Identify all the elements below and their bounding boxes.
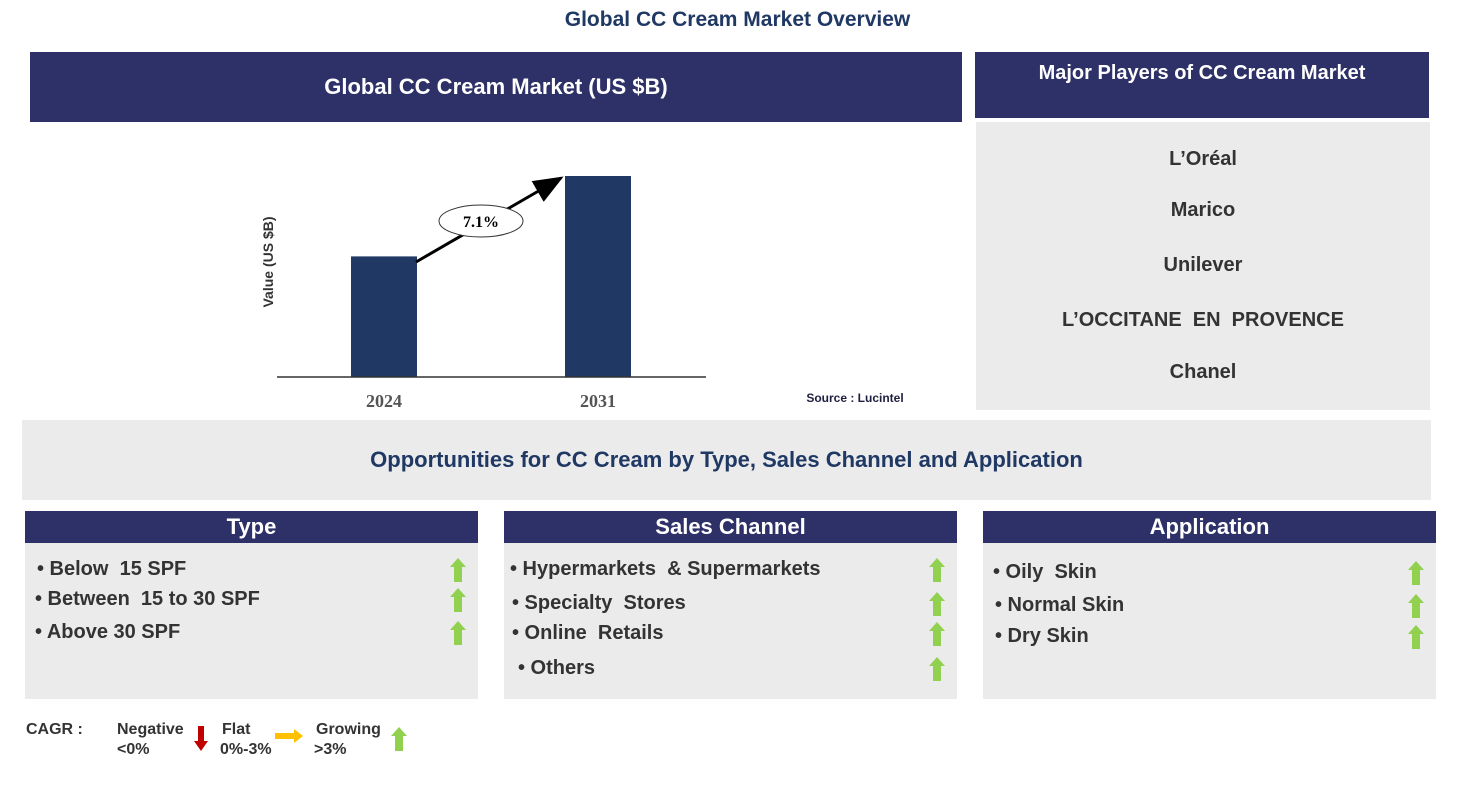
segment-item: • Hypermarkets & Supermarkets	[510, 558, 821, 580]
segment-panel	[504, 543, 957, 699]
market-chart: Value (US $B) 2024 2031 7.1% Source : Luc…	[260, 176, 904, 411]
segment-header: Type	[25, 511, 478, 543]
page-title: Global CC Cream Market Overview	[564, 8, 911, 31]
player-item: L’OCCITANE EN PROVENCE	[1062, 309, 1344, 331]
segment-item: • Between 15 to 30 SPF	[35, 588, 260, 610]
players-header: Major Players of CC Cream Market	[975, 52, 1429, 118]
legend-flat: Flat	[222, 721, 251, 738]
legend-negative-range: <0%	[117, 741, 150, 758]
cagr-ellipse	[438, 204, 524, 238]
legend-label: CAGR :	[26, 721, 83, 738]
growing-arrow-icon	[929, 592, 945, 616]
source-label: Source : Lucintel	[806, 391, 903, 405]
cagr-label: 7.1%	[463, 214, 499, 231]
player-item: L’Oréal	[1169, 148, 1237, 170]
players-list: L’Oréal Marico Unilever L’OCCITANE EN PR…	[976, 122, 1430, 410]
segment-item: • Above 30 SPF	[35, 621, 181, 643]
up-arrow-icon	[391, 727, 407, 751]
growing-arrow-icon	[1408, 594, 1424, 618]
growing-arrow-icon	[1408, 561, 1424, 585]
growing-arrow-icon	[450, 621, 466, 645]
opportunities-title: Opportunities for CC Cream by Type, Sale…	[22, 420, 1431, 500]
segment-item: • Others	[518, 657, 596, 679]
player-item: Unilever	[1163, 254, 1243, 276]
bar-2024	[351, 256, 417, 377]
segment-item: • Online Retails	[512, 622, 664, 644]
segment-item: • Normal Skin	[995, 594, 1125, 616]
growing-arrow-icon	[929, 657, 945, 681]
growing-arrow-icon	[929, 622, 945, 646]
legend-flat-range: 0%-3%	[220, 741, 272, 758]
segment-header: Sales Channel	[504, 511, 957, 543]
segment-item: • Oily Skin	[993, 561, 1097, 583]
player-item: Marico	[1170, 199, 1236, 221]
right-arrow-icon	[275, 729, 303, 743]
x-tick-label: 2024	[366, 391, 402, 411]
growing-arrow-icon	[929, 558, 945, 582]
segment-item: • Dry Skin	[995, 625, 1089, 647]
chart-header: Global CC Cream Market (US $B)	[30, 52, 962, 122]
segment-item: • Below 15 SPF	[37, 558, 187, 580]
growing-arrow-icon	[450, 588, 466, 612]
legend-negative: Negative	[117, 721, 184, 738]
segment-panel	[983, 543, 1436, 699]
bar-2031	[565, 176, 631, 377]
growing-arrow-icon	[1408, 625, 1424, 649]
player-item: Chanel	[1169, 361, 1237, 383]
x-tick-label: 2031	[580, 391, 616, 411]
legend-growing: Growing	[316, 721, 381, 738]
legend-growing-range: >3%	[314, 741, 347, 758]
segment-item: • Specialty Stores	[512, 592, 686, 614]
growing-arrow-icon	[450, 558, 466, 582]
segment-header: Application	[983, 511, 1436, 543]
down-arrow-icon	[194, 726, 208, 751]
y-axis-label: Value (US $B)	[260, 216, 276, 307]
segment-panel	[25, 543, 478, 699]
